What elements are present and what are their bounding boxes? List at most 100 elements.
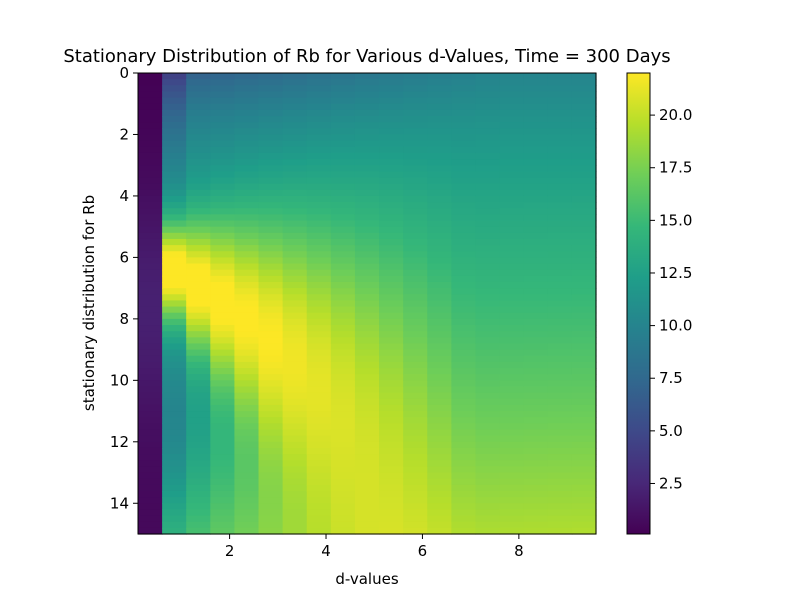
- heatmap-cell: [138, 134, 163, 142]
- heatmap-cell: [354, 392, 380, 400]
- heatmap-cell: [571, 238, 597, 246]
- heatmap-cell: [354, 73, 380, 80]
- heatmap-cell: [451, 386, 477, 394]
- heatmap-cell: [427, 91, 452, 99]
- heatmap-cell: [475, 165, 501, 172]
- heatmap-cell: [306, 251, 332, 258]
- heatmap-cell: [379, 337, 404, 345]
- heatmap-cell: [234, 171, 260, 179]
- heatmap-cell: [306, 466, 332, 474]
- heatmap-cell: [427, 490, 452, 498]
- heatmap-cell: [282, 238, 308, 246]
- heatmap-cell: [499, 460, 525, 467]
- heatmap-cell: [354, 484, 380, 492]
- heatmap-cell: [451, 343, 477, 351]
- heatmap-cell: [547, 91, 573, 99]
- heatmap-cell: [571, 306, 597, 314]
- heatmap-cell: [330, 122, 356, 129]
- heatmap-cell: [210, 423, 236, 431]
- y-axis-label: stationary distribution for Rb: [80, 195, 98, 411]
- heatmap-cell: [379, 103, 404, 111]
- heatmap-cell: [403, 300, 428, 308]
- heatmap-cell: [234, 325, 260, 332]
- heatmap-cell: [210, 337, 236, 345]
- heatmap-cell: [234, 503, 260, 511]
- heatmap-cell: [547, 294, 573, 302]
- heatmap-cell: [354, 263, 380, 271]
- heatmap-cell: [138, 165, 163, 172]
- heatmap-cell: [379, 380, 404, 388]
- heatmap-cell: [451, 454, 477, 461]
- heatmap-cell: [234, 509, 260, 517]
- heatmap-cell: [354, 423, 380, 431]
- heatmap-cell: [547, 312, 573, 320]
- heatmap-cell: [403, 503, 428, 511]
- heatmap-cell: [186, 429, 211, 437]
- heatmap-cell: [499, 85, 525, 93]
- heatmap-cell: [499, 79, 525, 86]
- heatmap-cell: [282, 171, 308, 179]
- heatmap-cell: [379, 91, 404, 99]
- heatmap-cell: [451, 318, 477, 326]
- heatmap-cell: [258, 429, 284, 437]
- heatmap-cell: [234, 109, 260, 117]
- heatmap-cell: [162, 368, 187, 375]
- heatmap-cell: [475, 368, 501, 375]
- heatmap-cell: [330, 411, 356, 418]
- heatmap-cell: [234, 195, 260, 203]
- heatmap-cell: [210, 152, 236, 160]
- heatmap-cell: [547, 417, 573, 424]
- heatmap-cell: [306, 269, 332, 277]
- heatmap-cell: [138, 392, 163, 400]
- heatmap-cell: [306, 134, 332, 142]
- heatmap-cell: [475, 417, 501, 424]
- heatmap-cell: [138, 454, 163, 461]
- heatmap-cell: [210, 116, 236, 123]
- heatmap-cell: [234, 251, 260, 258]
- heatmap-cell: [523, 73, 549, 80]
- heatmap-cell: [451, 466, 477, 474]
- heatmap-cell: [379, 177, 404, 185]
- heatmap-cell: [186, 183, 211, 191]
- heatmap-cell: [138, 441, 163, 449]
- heatmap-cell: [282, 269, 308, 277]
- heatmap-cell: [354, 238, 380, 246]
- heatmap-cell: [138, 251, 163, 258]
- heatmap-cell: [162, 103, 187, 111]
- heatmap-cell: [379, 312, 404, 320]
- heatmap-cell: [330, 183, 356, 191]
- heatmap-cell: [379, 294, 404, 302]
- heatmap-cell: [523, 343, 549, 351]
- heatmap-cell: [379, 472, 404, 480]
- heatmap-cell: [547, 208, 573, 215]
- heatmap-cell: [451, 79, 477, 86]
- heatmap-cell: [451, 515, 477, 523]
- heatmap-cell: [306, 472, 332, 480]
- heatmap-cell: [354, 374, 380, 381]
- heatmap-cell: [571, 404, 597, 412]
- heatmap-cell: [379, 220, 404, 228]
- heatmap-cell: [523, 374, 549, 381]
- heatmap-cell: [403, 275, 428, 283]
- heatmap-cell: [186, 263, 211, 271]
- heatmap-cell: [354, 195, 380, 203]
- heatmap-cell: [234, 220, 260, 228]
- heatmap-cell: [258, 306, 284, 314]
- heatmap-cell: [354, 361, 380, 369]
- heatmap-cell: [354, 232, 380, 240]
- heatmap-cell: [547, 103, 573, 111]
- heatmap-cell: [210, 294, 236, 302]
- heatmap-cell: [354, 109, 380, 117]
- heatmap-cell: [258, 269, 284, 277]
- heatmap-cell: [379, 435, 404, 443]
- heatmap-cell: [354, 429, 380, 437]
- heatmap-cell: [403, 294, 428, 302]
- heatmap-cell: [210, 146, 236, 154]
- heatmap-cell: [499, 275, 525, 283]
- heatmap-cell: [475, 374, 501, 381]
- x-tick-label: 6: [418, 542, 428, 560]
- heatmap-cell: [186, 103, 211, 111]
- heatmap-cell: [403, 509, 428, 517]
- heatmap-cell: [403, 165, 428, 172]
- heatmap-cell: [258, 189, 284, 197]
